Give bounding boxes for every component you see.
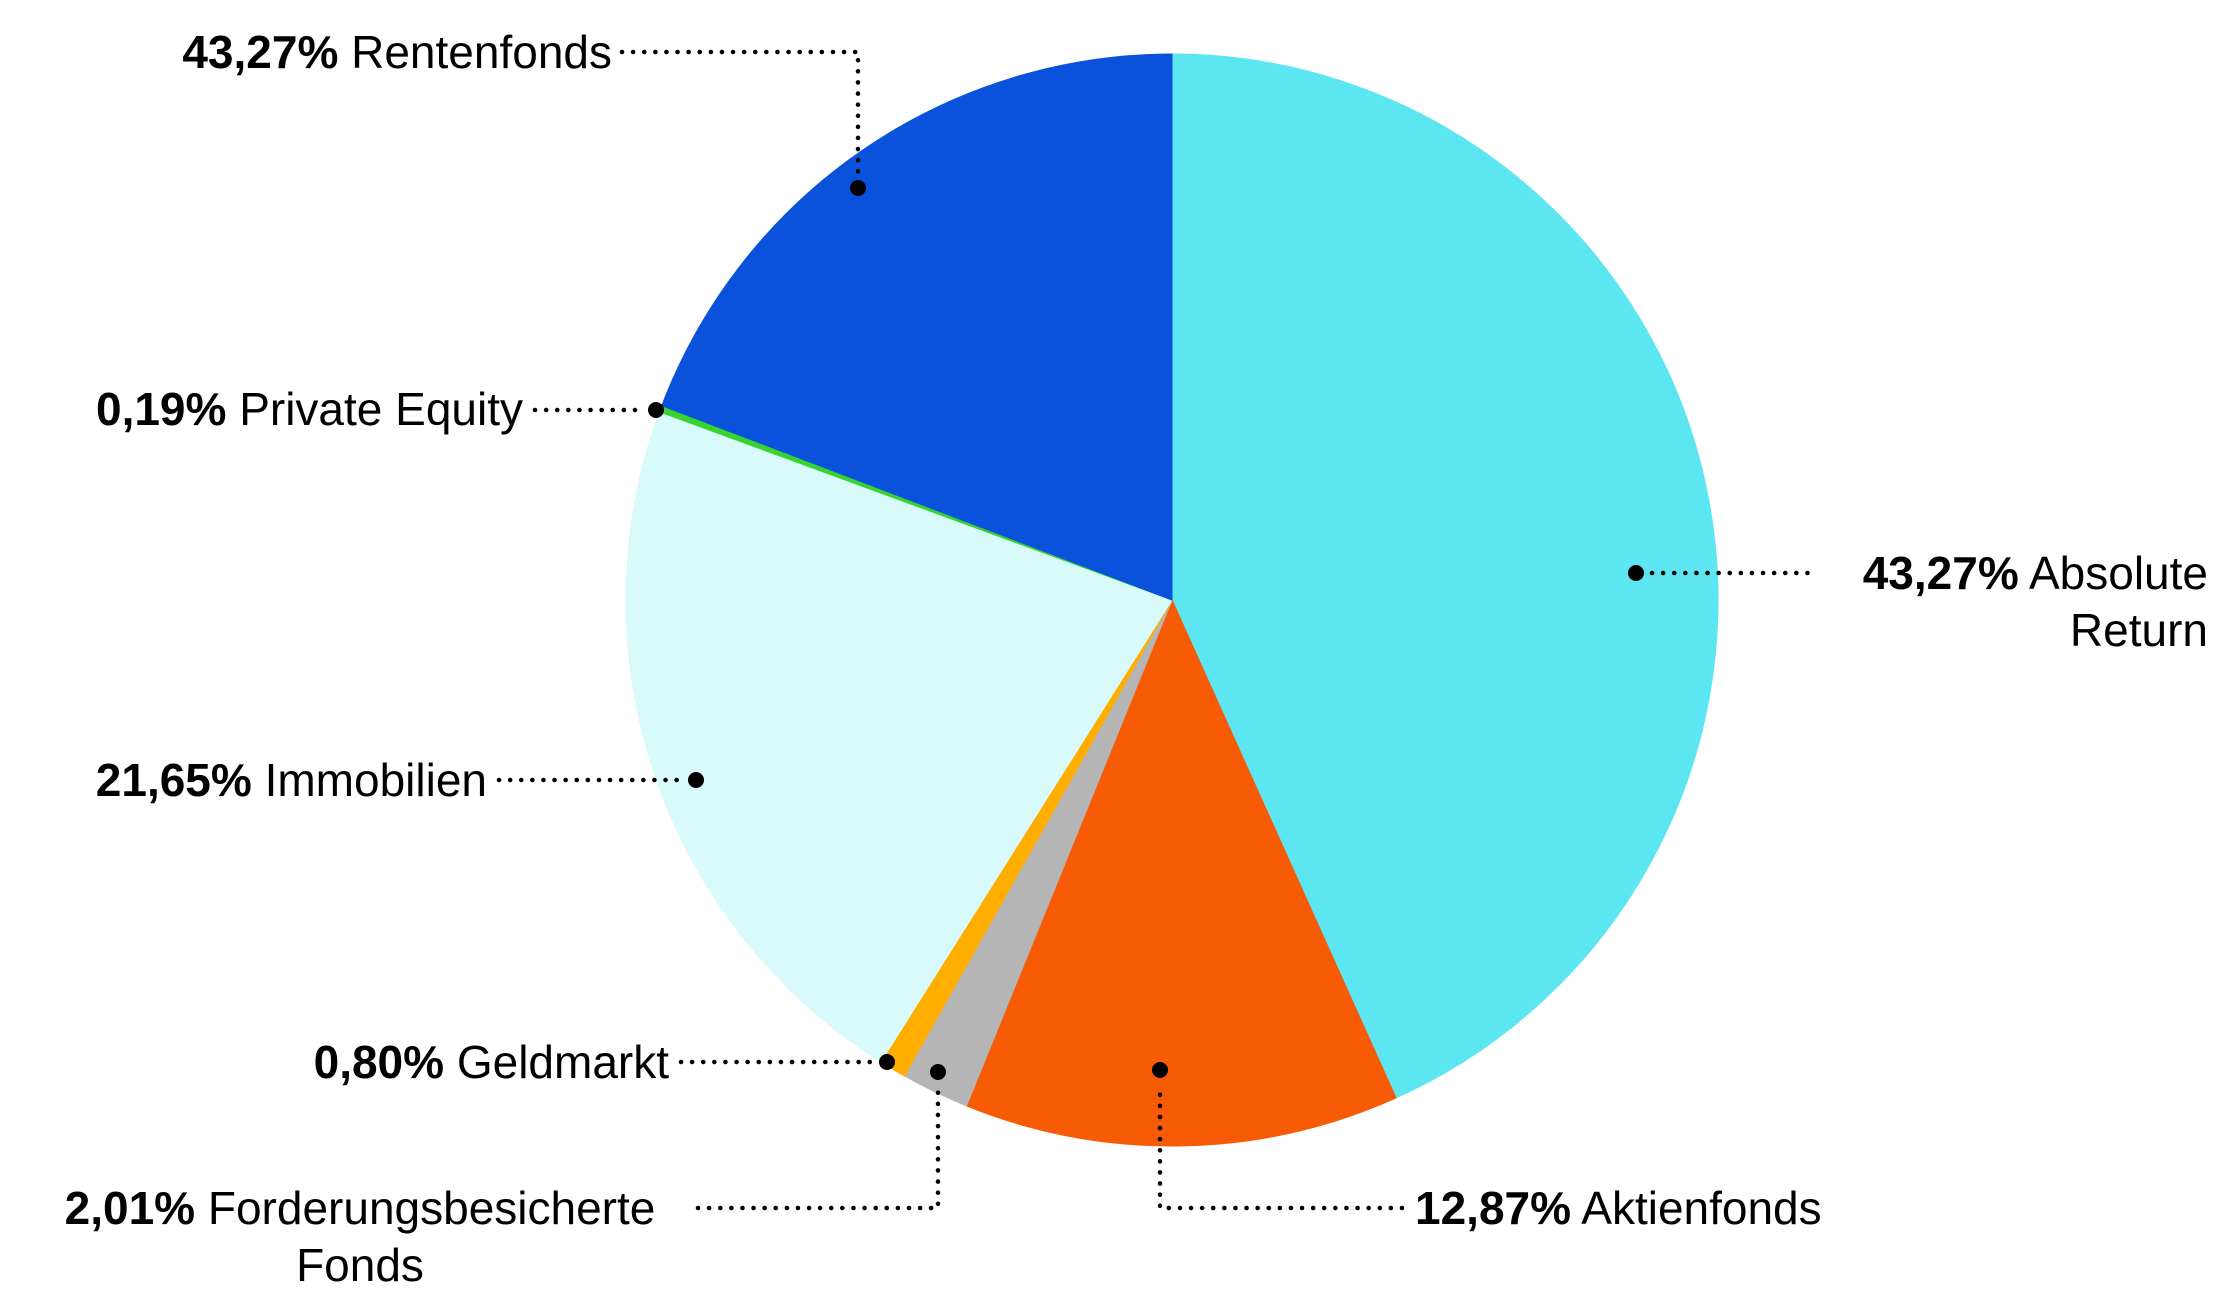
percent-value: 21,65% [95,754,252,806]
callout-dot-forderungsbesicherte-fonds [930,1064,946,1080]
callout-dot-immobilien [688,772,704,788]
slice-name: Aktienfonds [1581,1182,1822,1234]
percent-value: 43,27% [182,26,339,78]
pie-slices [625,53,1719,1147]
callout-label-immobilien: 21,65% Immobilien [96,752,487,809]
callout-label-private-equity: 0,19% Private Equity [96,381,523,438]
pie-slice-aktienfonds [965,598,1397,1147]
slice-name: Immobilien [264,754,487,806]
percent-value: 0,80% [313,1036,445,1088]
callout-label-absolute-return: 43,27% Absolute Return [1808,545,2208,659]
pie-slice-absolute-return [1171,53,1719,1099]
leader-line-forderungsbesicherte-fonds [695,1087,941,1211]
callout-lines [496,49,1821,1211]
slice-name: Rentenfonds [351,26,612,78]
callout-dot-rentenfonds [850,180,866,196]
slice-name: Absolute Return [2028,547,2208,656]
slice-name: Private Equity [239,383,523,435]
slice-name: Forderungsbesicherte Fonds [207,1182,656,1291]
slice-name: Geldmarkt [456,1036,669,1088]
callout-label-forderungsbesicherte-fonds: 2,01% Forderungsbesicherte Fonds [36,1180,684,1292]
callout-dot-private-equity [648,402,664,418]
leader-line-rentenfonds [619,49,861,177]
pie-slice-rentenfonds [661,53,1173,601]
percent-value: 0,19% [95,383,227,435]
percent-value: 43,27% [1862,547,2019,599]
callout-label-rentenfonds: 43,27% Rentenfonds [182,24,612,81]
leader-line-aktienfonds [1157,1085,1405,1211]
callout-label-aktienfonds: 12,87% Aktienfonds [1415,1180,1822,1237]
percent-value: 2,01% [64,1182,196,1234]
pie-slice-immobilien [625,411,1173,1063]
percent-value: 12,87% [1415,1182,1572,1234]
callout-dot-geldmarkt [879,1054,895,1070]
callout-dot-absolute-return [1628,565,1644,581]
callout-label-geldmarkt: 0,80% Geldmarkt [314,1034,669,1091]
callout-dots [648,180,1644,1080]
callout-dot-aktienfonds [1152,1062,1168,1078]
